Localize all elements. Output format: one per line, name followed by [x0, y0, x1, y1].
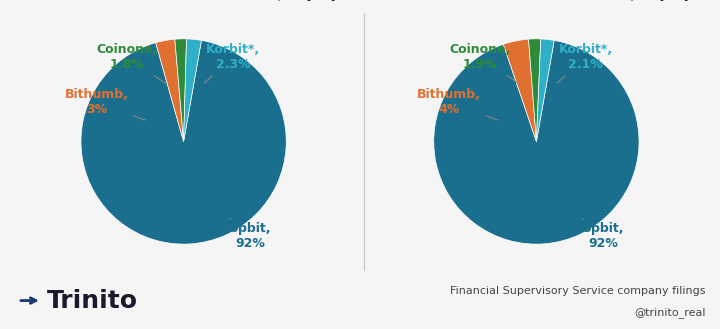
- Title: 2023 CEX OWNED BTC M/S (%): 2023 CEX OWNED BTC M/S (%): [382, 0, 691, 3]
- Text: Coinone,
1.8%: Coinone, 1.8%: [96, 43, 166, 84]
- Wedge shape: [184, 39, 202, 141]
- Text: @trinito_real: @trinito_real: [634, 307, 706, 318]
- Wedge shape: [175, 39, 186, 141]
- Text: Korbit*,
2.1%: Korbit*, 2.1%: [557, 43, 613, 83]
- Text: Financial Supervisory Service company filings: Financial Supervisory Service company fi…: [450, 286, 706, 295]
- Wedge shape: [528, 39, 541, 141]
- Wedge shape: [81, 40, 287, 244]
- Wedge shape: [503, 39, 536, 141]
- Text: Korbit*,
2.3%: Korbit*, 2.3%: [204, 43, 260, 83]
- Wedge shape: [156, 39, 184, 141]
- Text: Bithumb,
4%: Bithumb, 4%: [417, 89, 498, 120]
- Wedge shape: [433, 40, 639, 244]
- Title: 2022 CEX OWNED BTC M/S (%): 2022 CEX OWNED BTC M/S (%): [29, 0, 338, 3]
- Text: Trinito: Trinito: [47, 289, 138, 313]
- Wedge shape: [536, 39, 554, 141]
- Text: Upbit,
92%: Upbit, 92%: [582, 218, 624, 250]
- Text: Upbit,
92%: Upbit, 92%: [229, 218, 271, 250]
- Text: Bithumb,
3%: Bithumb, 3%: [64, 89, 145, 120]
- Text: Coinone,
1.9%: Coinone, 1.9%: [449, 43, 518, 84]
